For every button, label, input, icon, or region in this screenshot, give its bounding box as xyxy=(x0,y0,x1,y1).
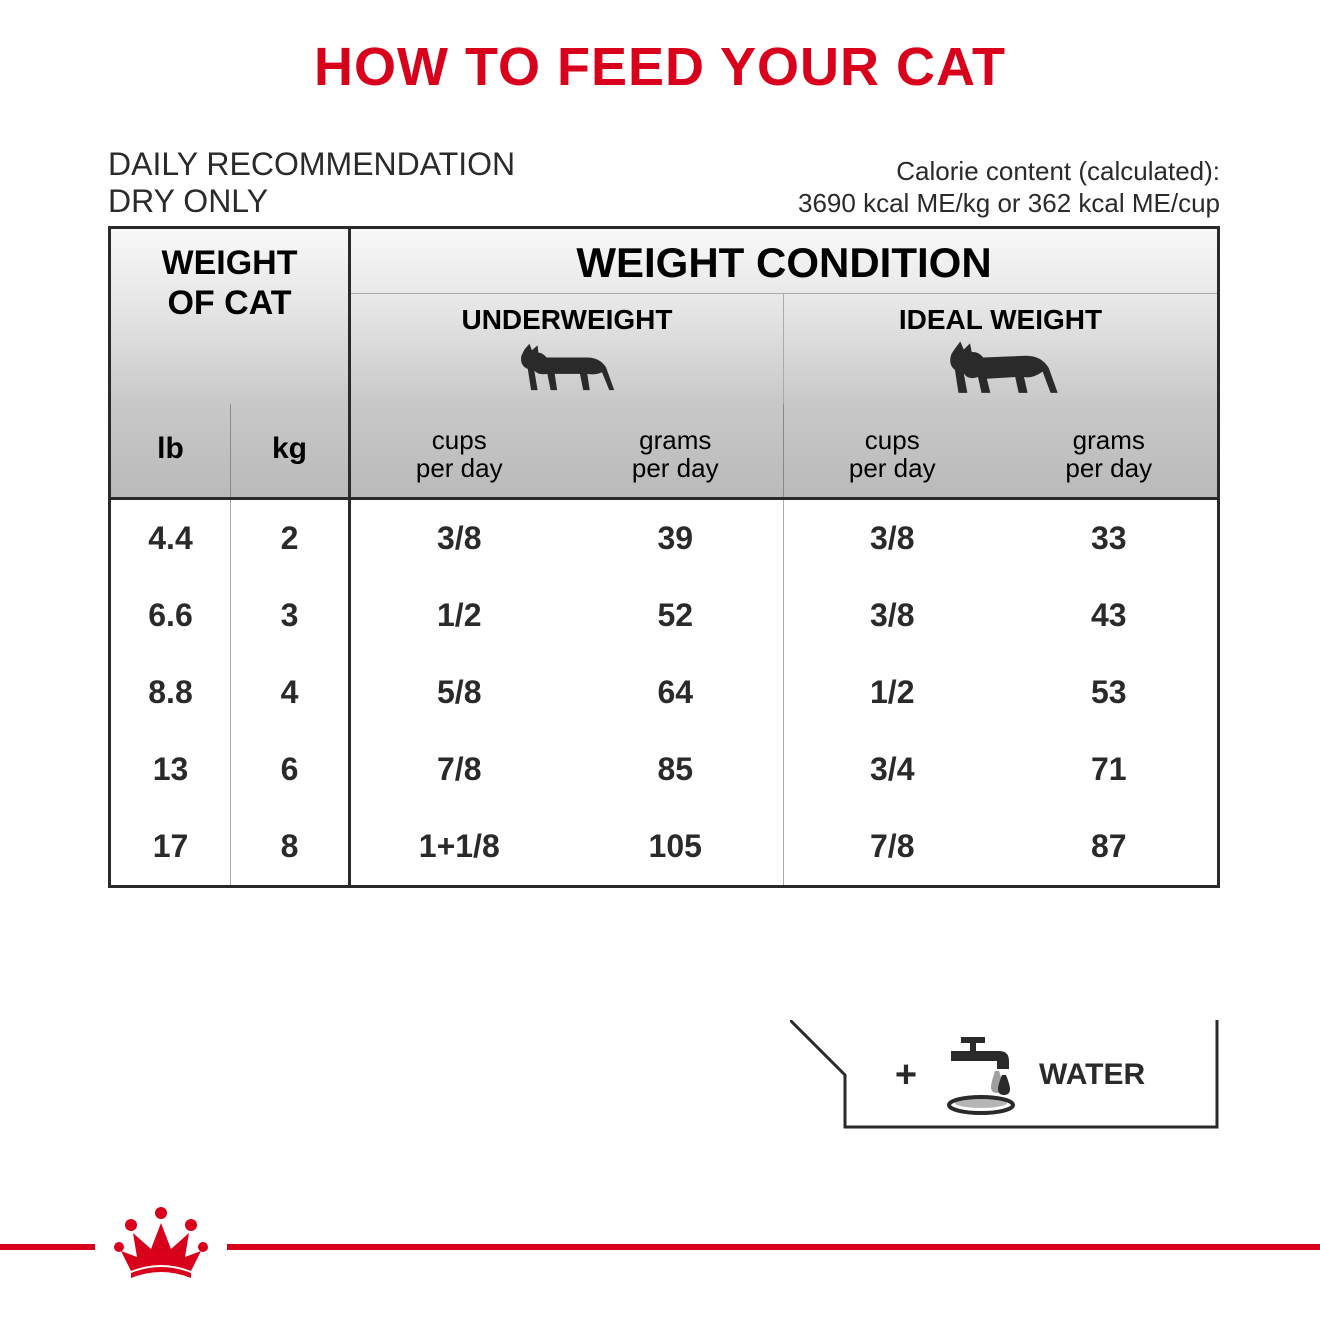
cat-thin-icon xyxy=(502,338,632,400)
water-callout: + WATER xyxy=(790,1020,1220,1130)
cell-uw_cups: 7/8 xyxy=(351,731,568,808)
cell-uw_grams: 64 xyxy=(568,654,785,731)
cell-kg: 3 xyxy=(231,577,351,654)
cell-uw_grams: 39 xyxy=(568,500,785,577)
unit-lb: lb xyxy=(111,404,231,497)
weight-of-cat-label: WEIGHTOF CAT xyxy=(162,244,298,323)
table-row: 6.631/2523/843 xyxy=(111,577,1217,654)
cell-id_cups: 3/8 xyxy=(784,500,1001,577)
calorie-line1: Calorie content (calculated): xyxy=(798,155,1220,188)
cell-id_grams: 43 xyxy=(1001,577,1218,654)
unit-uw-grams: gramsper day xyxy=(568,404,785,497)
cell-uw_grams: 105 xyxy=(568,808,785,885)
cell-uw_grams: 85 xyxy=(568,731,785,808)
unit-row: lb kg cupsper day gramsper day cupsper d… xyxy=(111,404,1217,500)
cell-id_grams: 87 xyxy=(1001,808,1218,885)
underweight-label: UNDERWEIGHT xyxy=(461,304,672,335)
table-body: 4.423/8393/8336.631/2523/8438.845/8641/2… xyxy=(111,500,1217,885)
table-row: 8.845/8641/253 xyxy=(111,654,1217,731)
condition-split: UNDERWEIGHT IDEAL WEIGHT xyxy=(351,294,1217,404)
subhead-row: DAILY RECOMMENDATION DRY ONLY Calorie co… xyxy=(108,146,1220,220)
cell-id_cups: 3/4 xyxy=(784,731,1001,808)
unit-id-cups: cupsper day xyxy=(784,404,1001,497)
calorie-line2: 3690 kcal ME/kg or 362 kcal ME/cup xyxy=(798,187,1220,220)
cell-lb: 13 xyxy=(111,731,231,808)
table-row: 1781+1/81057/887 xyxy=(111,808,1217,885)
plus-icon: + xyxy=(895,1054,917,1097)
daily-rec-line1: DAILY RECOMMENDATION xyxy=(108,146,515,183)
brand-crown-icon xyxy=(95,1205,227,1284)
cat-ideal-icon xyxy=(931,338,1071,400)
table-row: 4.423/8393/833 xyxy=(111,500,1217,577)
table-header-band: WEIGHTOF CAT WEIGHT CONDITION UNDERWEIGH… xyxy=(111,229,1217,404)
unit-uw-cups: cupsper day xyxy=(351,404,568,497)
cell-kg: 4 xyxy=(231,654,351,731)
page-title: HOW TO FEED YOUR CAT xyxy=(0,0,1320,98)
cell-id_grams: 53 xyxy=(1001,654,1218,731)
cell-lb: 17 xyxy=(111,808,231,885)
cell-id_grams: 71 xyxy=(1001,731,1218,808)
cell-kg: 2 xyxy=(231,500,351,577)
water-label: WATER xyxy=(1039,1058,1145,1092)
calorie-content: Calorie content (calculated): 3690 kcal … xyxy=(798,155,1220,220)
header-ideal-weight: IDEAL WEIGHT xyxy=(784,294,1217,404)
daily-recommendation: DAILY RECOMMENDATION DRY ONLY xyxy=(108,146,515,220)
cell-lb: 8.8 xyxy=(111,654,231,731)
cell-kg: 6 xyxy=(231,731,351,808)
cell-kg: 8 xyxy=(231,808,351,885)
cell-uw_cups: 3/8 xyxy=(351,500,568,577)
cell-id_cups: 7/8 xyxy=(784,808,1001,885)
cell-uw_cups: 1+1/8 xyxy=(351,808,568,885)
header-weight-condition: WEIGHT CONDITION xyxy=(351,229,1217,294)
cell-id_cups: 1/2 xyxy=(784,654,1001,731)
unit-id-grams: gramsper day xyxy=(1001,404,1218,497)
cell-lb: 4.4 xyxy=(111,500,231,577)
cell-uw_cups: 1/2 xyxy=(351,577,568,654)
header-weight-of-cat: WEIGHTOF CAT xyxy=(111,229,351,404)
cell-uw_cups: 5/8 xyxy=(351,654,568,731)
cell-uw_grams: 52 xyxy=(568,577,785,654)
daily-rec-line2: DRY ONLY xyxy=(108,183,515,220)
cell-id_cups: 3/8 xyxy=(784,577,1001,654)
table-row: 1367/8853/471 xyxy=(111,731,1217,808)
water-tap-icon xyxy=(931,1035,1021,1115)
header-underweight: UNDERWEIGHT xyxy=(351,294,784,404)
cell-lb: 6.6 xyxy=(111,577,231,654)
ideal-weight-label: IDEAL WEIGHT xyxy=(899,304,1102,335)
unit-kg: kg xyxy=(231,404,351,497)
cell-id_grams: 33 xyxy=(1001,500,1218,577)
feeding-table: WEIGHTOF CAT WEIGHT CONDITION UNDERWEIGH… xyxy=(108,226,1220,888)
